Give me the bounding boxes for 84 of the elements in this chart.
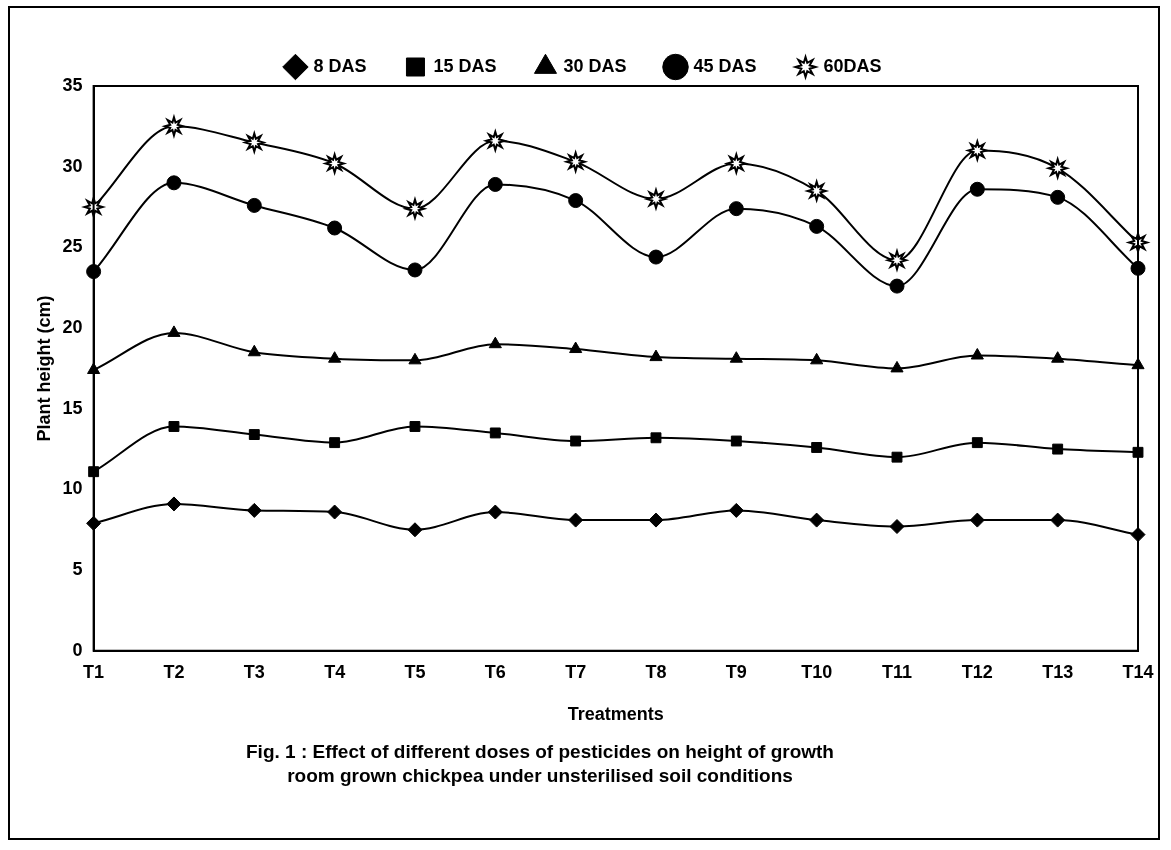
point xyxy=(891,451,903,463)
point xyxy=(969,181,985,197)
point xyxy=(890,360,904,373)
x-tick-label: T13 xyxy=(1042,661,1074,682)
point xyxy=(809,218,825,234)
point xyxy=(168,421,180,432)
point xyxy=(247,344,261,357)
point xyxy=(1050,189,1066,205)
point xyxy=(487,176,503,192)
x-tick-label: T4 xyxy=(324,661,346,682)
x-tick-label: T7 xyxy=(565,661,587,682)
point xyxy=(167,325,181,337)
point xyxy=(409,421,421,432)
point xyxy=(728,201,744,217)
point xyxy=(889,278,905,294)
point xyxy=(328,351,342,363)
x-tick-label: T5 xyxy=(404,661,426,682)
point xyxy=(1045,156,1070,181)
point xyxy=(568,512,584,528)
point xyxy=(570,435,582,447)
point xyxy=(1050,512,1066,528)
point xyxy=(1052,443,1064,455)
x-axis-title: Treatments xyxy=(567,704,664,725)
point xyxy=(489,427,501,439)
point xyxy=(1051,351,1065,363)
x-tick-label: T6 xyxy=(484,661,506,682)
x-tick-label: T12 xyxy=(961,661,993,682)
x-tick-label: T14 xyxy=(1122,661,1154,682)
y-tick-label: 20 xyxy=(62,317,83,338)
y-tick-label: 0 xyxy=(72,639,83,660)
point xyxy=(242,130,267,155)
point xyxy=(166,496,182,512)
legend-label: 45 DAS xyxy=(693,55,757,76)
point xyxy=(569,341,583,354)
point xyxy=(809,512,825,528)
x-tick-label: T8 xyxy=(645,661,667,682)
legend-label: 15 DAS xyxy=(433,55,497,76)
y-tick-label: 10 xyxy=(62,478,83,499)
legend-label: 30 DAS xyxy=(563,55,627,76)
point xyxy=(970,347,984,360)
point xyxy=(322,151,347,176)
x-tick-label: T11 xyxy=(881,661,913,682)
y-tick-label: 5 xyxy=(72,559,83,580)
point xyxy=(327,220,343,236)
point xyxy=(568,193,584,209)
x-tick-label: T1 xyxy=(83,661,105,682)
point xyxy=(971,437,983,449)
point xyxy=(965,138,988,163)
point xyxy=(408,352,422,365)
y-axis-title: Plant height (cm) xyxy=(33,295,54,442)
point xyxy=(728,502,744,518)
legend-label: 60DAS xyxy=(823,55,882,76)
point xyxy=(650,432,662,444)
point xyxy=(246,197,262,213)
point xyxy=(246,502,262,518)
x-tick-label: T10 xyxy=(801,661,833,682)
point xyxy=(407,522,423,538)
point xyxy=(649,349,663,362)
point xyxy=(724,151,749,176)
legend-label: 8 DAS xyxy=(313,55,367,76)
text: Fig. 1 : Effect of different doses of pesticides on height of growth room grown chickpea under unsterilised soil conditions xyxy=(245,740,835,788)
y-tick-label: 30 xyxy=(62,155,83,176)
y-tick-label: 15 xyxy=(62,397,83,418)
x-tick-label: T3 xyxy=(243,661,265,682)
point xyxy=(969,512,985,528)
point xyxy=(329,437,341,449)
y-tick-label: 25 xyxy=(62,236,83,257)
point xyxy=(1132,446,1144,458)
point xyxy=(889,519,905,535)
x-tick-label: T2 xyxy=(163,661,185,682)
point xyxy=(327,504,343,520)
point xyxy=(730,435,742,447)
point xyxy=(648,249,664,265)
point xyxy=(810,352,824,365)
point xyxy=(648,512,664,528)
x-tick-label: T9 xyxy=(725,661,747,682)
y-tick-label: 35 xyxy=(62,74,83,95)
point xyxy=(729,351,743,363)
point xyxy=(407,262,423,278)
point xyxy=(487,504,503,520)
point xyxy=(248,429,260,441)
point xyxy=(811,442,823,453)
point xyxy=(488,336,502,349)
point xyxy=(166,175,182,191)
